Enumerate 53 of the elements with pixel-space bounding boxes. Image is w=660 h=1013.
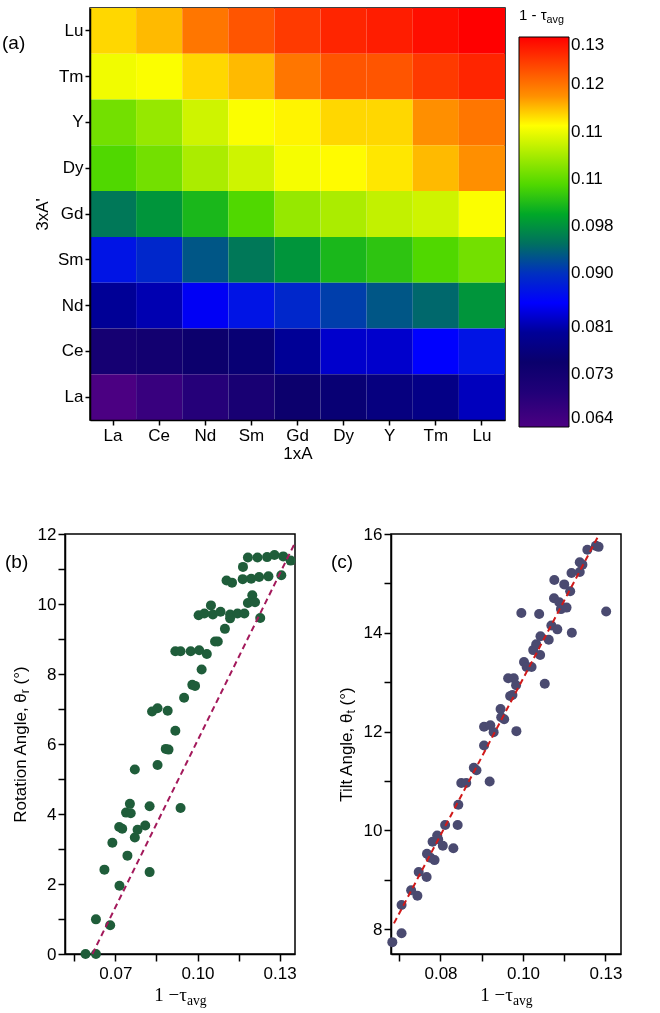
x-tick-label: Ce [148,425,171,445]
y-tick-label: 8 [47,664,57,684]
text: (a) [2,32,26,53]
color-bar-label: 0.073 [571,363,614,383]
x-tick-label: Sm [238,425,265,445]
y-tick-label: 16 [363,524,383,544]
x-tick-label: 0.08 [424,963,458,983]
x-axis-title: 1 −τ$_{avg}$ [154,983,207,1007]
y-tick-label: Gd [60,204,84,223]
x-tick-label: Y [384,425,396,445]
color-bar-label: 0.12 [571,74,605,94]
y-tick-label: Dy [62,158,84,178]
x-tick-label: Lu [472,425,492,445]
y-tick-label: Sm [58,249,84,269]
color-bar-label: 0.11 [571,168,603,188]
color-bar-label: 0.064 [571,408,614,427]
y-tick-label: 0 [47,944,57,964]
y-tick-label: 2 [47,874,57,894]
y-tick-label: 4 [47,804,57,824]
x-tick-label: 0.13 [589,963,623,983]
y-tick-label: 14 [363,623,383,643]
y-tick-label: Y [72,112,84,132]
x-tick-label: Nd [194,425,217,445]
color-bar-title: 1 - τ$_{avg}$ [519,6,565,25]
color-bar-label: 0.11 [571,121,603,141]
color-bar-label: 0.098 [571,216,614,236]
y-axis-title: 3xA' [33,198,52,231]
color-bar-label: 0.090 [571,263,614,283]
y-tick-label: Lu [64,20,84,40]
y-tick-label: Ce [61,341,84,361]
y-tick-label: Tm [58,66,84,86]
y-tick-label: 6 [47,734,57,754]
color-bar-label: 0.13 [571,35,605,54]
x-tick-label: La [103,425,124,445]
y-tick-label: 8 [373,919,383,939]
text: (c) [331,551,354,572]
x-tick-label: 0.07 [99,963,133,983]
x-axis-title: 1 −τ$_{avg}$ [480,983,533,1007]
text: (b) [5,551,29,572]
y-tick-label: 10 [37,594,57,614]
x-axis-title: 1xA [283,443,314,463]
x-tick-label: Dy [333,425,355,445]
x-tick-label: Gd [286,425,309,445]
y-tick-label: 12 [37,524,57,544]
color-bar-label: 0.081 [571,316,614,336]
x-tick-label: 0.10 [181,963,215,983]
y-tick-label: La [64,387,85,407]
y-tick-label: 12 [363,722,383,742]
x-tick-label: Tm [423,425,449,445]
x-tick-label: 0.13 [263,963,297,983]
y-tick-label: Nd [61,295,84,315]
y-tick-label: 10 [363,820,383,840]
x-tick-label: 0.10 [506,963,541,983]
